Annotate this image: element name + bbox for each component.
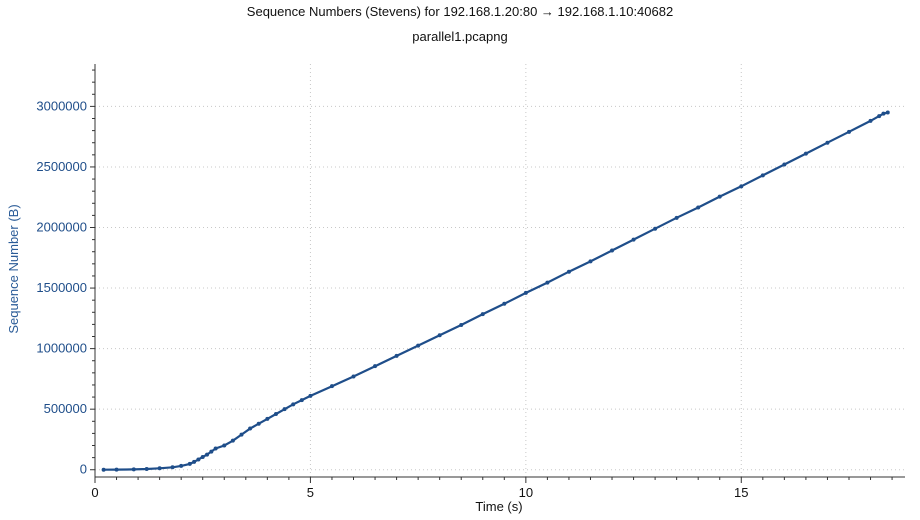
data-point: [308, 393, 313, 398]
tick-labels-layer: 0 500000 1000000 1500000 2000000 2500000 30000…: [36, 98, 748, 500]
data-point: [502, 301, 507, 306]
data-point: [144, 467, 149, 472]
y-tick-label: 3000000: [36, 98, 87, 113]
data-point: [566, 269, 571, 274]
data-point: [209, 449, 214, 454]
data-point: [881, 111, 886, 116]
data-point: [459, 323, 464, 328]
y-tick-label: 1000000: [36, 341, 87, 356]
data-point: [480, 312, 485, 317]
data-point: [351, 374, 356, 379]
y-tick-label: 1500000: [36, 280, 87, 295]
data-point: [196, 457, 201, 462]
chart-title: Sequence Numbers (Stevens) for 192.168.1…: [246, 4, 674, 19]
y-tick-label: 2000000: [36, 220, 87, 235]
data-point: [416, 343, 421, 348]
data-point: [230, 438, 235, 443]
y-tick-label: 0: [80, 462, 87, 477]
data-point: [782, 162, 787, 167]
data-point: [803, 151, 808, 156]
data-point: [299, 398, 304, 403]
data-point: [205, 452, 210, 457]
data-point: [588, 259, 593, 264]
data-point: [696, 205, 701, 210]
data-point: [674, 215, 679, 220]
data-point: [131, 467, 136, 472]
axes-layer: [90, 64, 905, 483]
y-tick-label: 500000: [44, 401, 87, 416]
data-point: [192, 459, 197, 464]
data-point: [523, 290, 528, 295]
chart-subtitle: parallel1.pcapng: [412, 29, 508, 44]
data-points-layer: [101, 110, 890, 472]
data-point: [170, 465, 175, 470]
data-point: [885, 110, 890, 115]
data-point: [179, 463, 184, 468]
data-point: [717, 194, 722, 199]
data-point: [273, 412, 278, 417]
x-tick-label: 15: [734, 485, 748, 500]
y-tick-label: 2500000: [36, 159, 87, 174]
data-point: [545, 280, 550, 285]
data-point: [200, 455, 205, 460]
data-point: [846, 129, 851, 134]
data-point: [868, 118, 873, 123]
data-point: [187, 461, 192, 466]
data-point: [653, 226, 658, 231]
x-axis-title: Time (s): [475, 499, 522, 514]
data-point: [631, 237, 636, 242]
data-point: [825, 140, 830, 145]
data-point: [373, 364, 378, 369]
data-point: [265, 416, 270, 421]
data-point: [248, 426, 253, 431]
x-tick-label: 5: [307, 485, 314, 500]
data-point: [239, 432, 244, 437]
data-point: [437, 333, 442, 338]
data-point: [739, 184, 744, 189]
data-point: [610, 248, 615, 253]
data-point: [291, 402, 296, 407]
series-line: [102, 111, 889, 471]
data-point: [282, 407, 287, 412]
data-point: [213, 446, 218, 451]
data-point: [222, 443, 227, 448]
x-tick-label: 10: [519, 485, 533, 500]
data-point: [329, 384, 334, 389]
data-point: [877, 114, 882, 119]
y-axis-title: Sequence Number (B): [6, 204, 21, 333]
data-point: [256, 421, 261, 426]
data-point: [394, 353, 399, 358]
grid-layer: [94, 64, 905, 477]
data-point: [157, 466, 162, 471]
data-point: [101, 467, 106, 472]
x-tick-label: 0: [91, 485, 98, 500]
data-point: [114, 467, 119, 472]
data-point: [760, 173, 765, 178]
